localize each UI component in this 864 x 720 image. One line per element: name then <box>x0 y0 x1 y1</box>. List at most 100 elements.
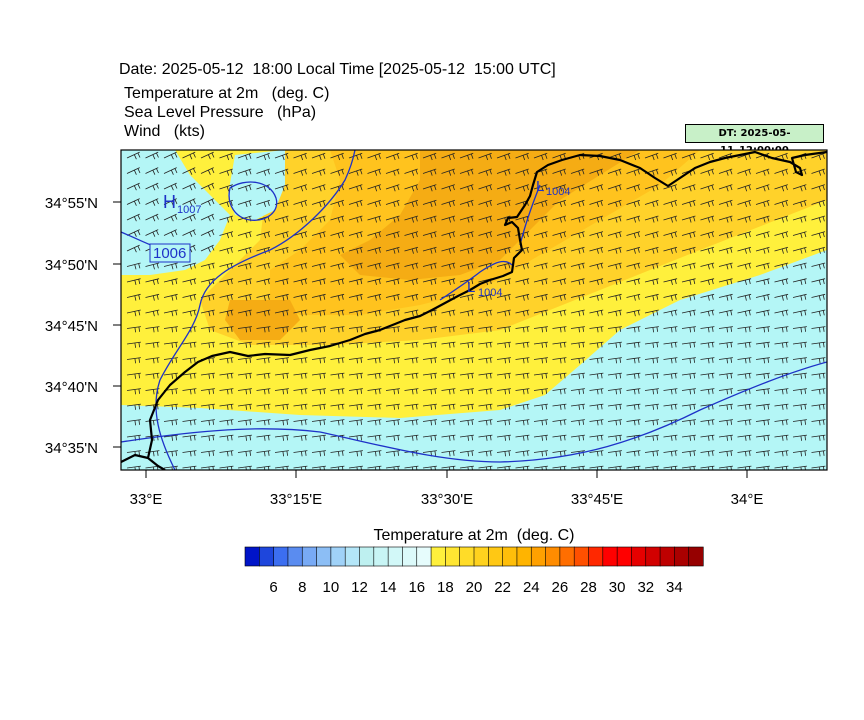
wind-barb <box>126 465 141 470</box>
wind-barb <box>293 341 308 348</box>
wind-barb <box>811 465 826 470</box>
wind-barb <box>663 357 678 364</box>
colorbar-swatch <box>287 546 303 567</box>
wind-barb <box>145 450 160 457</box>
wind-barb <box>145 198 159 206</box>
wind-barb <box>367 465 382 470</box>
wind-barb <box>274 450 289 457</box>
wind-barb <box>311 419 326 426</box>
wind-barb <box>200 419 215 426</box>
colorbar-swatch <box>373 546 389 567</box>
wind-barb <box>330 262 345 270</box>
wind-barb <box>663 309 678 317</box>
wind-barb <box>422 215 437 223</box>
wind-barb <box>663 403 678 410</box>
wind-barb <box>478 388 493 395</box>
wind-barb <box>237 152 252 161</box>
wind-barb <box>441 278 456 285</box>
wind-barb <box>385 326 400 333</box>
wind-barb <box>570 293 585 301</box>
wind-barb <box>293 419 308 426</box>
wind-barb <box>237 450 252 457</box>
isobar-1006-label: 1006 <box>153 245 186 262</box>
wind-barb <box>552 372 567 379</box>
pressure-labels: H 1007 1006 L 1004 L 1004 <box>149 178 570 299</box>
wind-barb <box>496 184 511 192</box>
wind-barb <box>792 434 807 441</box>
wind-barb <box>126 244 141 253</box>
wind-barb <box>330 278 345 285</box>
wind-barb <box>663 215 678 223</box>
wind-barb <box>200 388 215 395</box>
wind-barb <box>496 293 511 301</box>
wind-barb <box>607 419 622 426</box>
wind-barb <box>681 246 696 254</box>
wind-barb <box>200 450 215 457</box>
wind-barb <box>570 357 585 364</box>
colorbar-tick-label: 18 <box>437 579 454 596</box>
wind-barb <box>126 419 141 426</box>
wind-barb <box>589 184 603 192</box>
wind-barb <box>256 199 271 208</box>
wind-barb <box>496 326 511 333</box>
wind-barb <box>607 215 622 223</box>
wind-barb <box>496 403 511 410</box>
wind-barb <box>163 167 178 175</box>
wind-barb <box>774 465 789 470</box>
wind-barb <box>589 434 604 441</box>
wind-barb <box>330 419 345 426</box>
wind-barb <box>607 326 622 333</box>
wind-barb <box>774 434 789 441</box>
wind-barb <box>774 168 788 176</box>
wind-barb <box>718 278 733 285</box>
wind-barb <box>774 246 789 254</box>
wind-barb <box>681 293 696 301</box>
wind-barb <box>237 184 252 192</box>
wind-barb <box>126 262 141 270</box>
wind-barb <box>441 215 456 223</box>
wind-barb <box>367 372 382 379</box>
wind-barb <box>644 341 659 348</box>
wind-barb <box>330 372 345 379</box>
wind-barb <box>552 450 567 457</box>
wind-barb <box>385 341 400 348</box>
wind-barb <box>367 419 382 426</box>
wind-barb <box>237 357 252 364</box>
wind-barb <box>385 403 400 410</box>
field-wind-label: Wind (kts) <box>124 123 205 140</box>
wind-barb <box>348 293 363 301</box>
field-pressure-label: Sea Level Pressure (hPa) <box>124 104 317 121</box>
wind-barb <box>200 182 215 191</box>
wind-barb <box>533 215 548 223</box>
wind-barb <box>182 309 197 317</box>
wind-barb <box>311 199 326 208</box>
wind-barb <box>163 198 178 206</box>
colorbar-tick-label: 24 <box>523 579 540 596</box>
wind-barb <box>145 213 159 222</box>
wind-barb <box>311 152 326 161</box>
wind-barb <box>404 419 419 426</box>
wind-barb <box>718 450 733 457</box>
wind-barb <box>774 341 789 348</box>
wind-barb <box>441 372 456 379</box>
wind-barb <box>348 152 363 161</box>
wind-barb <box>792 388 807 395</box>
wind-barb <box>792 403 807 410</box>
wind-barb <box>589 372 604 379</box>
wind-barb <box>422 403 437 410</box>
colorbar-swatch <box>273 546 289 567</box>
wind-barb <box>237 199 252 208</box>
wind-barb <box>293 403 308 410</box>
colorbar-tick-label: 14 <box>380 579 397 596</box>
wind-barb <box>293 388 308 395</box>
wind-barb <box>644 246 659 254</box>
colorbar-swatch <box>244 546 260 567</box>
wind-barb <box>570 403 585 410</box>
wind-barb <box>774 262 789 270</box>
wind-barb <box>533 465 548 470</box>
colorbar-swatch <box>330 546 346 567</box>
wind-barb <box>385 450 400 457</box>
wind-barb <box>478 341 493 348</box>
wind-barb <box>663 293 678 301</box>
colorbar-labels: 6 8 10 12 14 16 18 20 22 24 26 28 30 32 34 <box>269 579 682 596</box>
